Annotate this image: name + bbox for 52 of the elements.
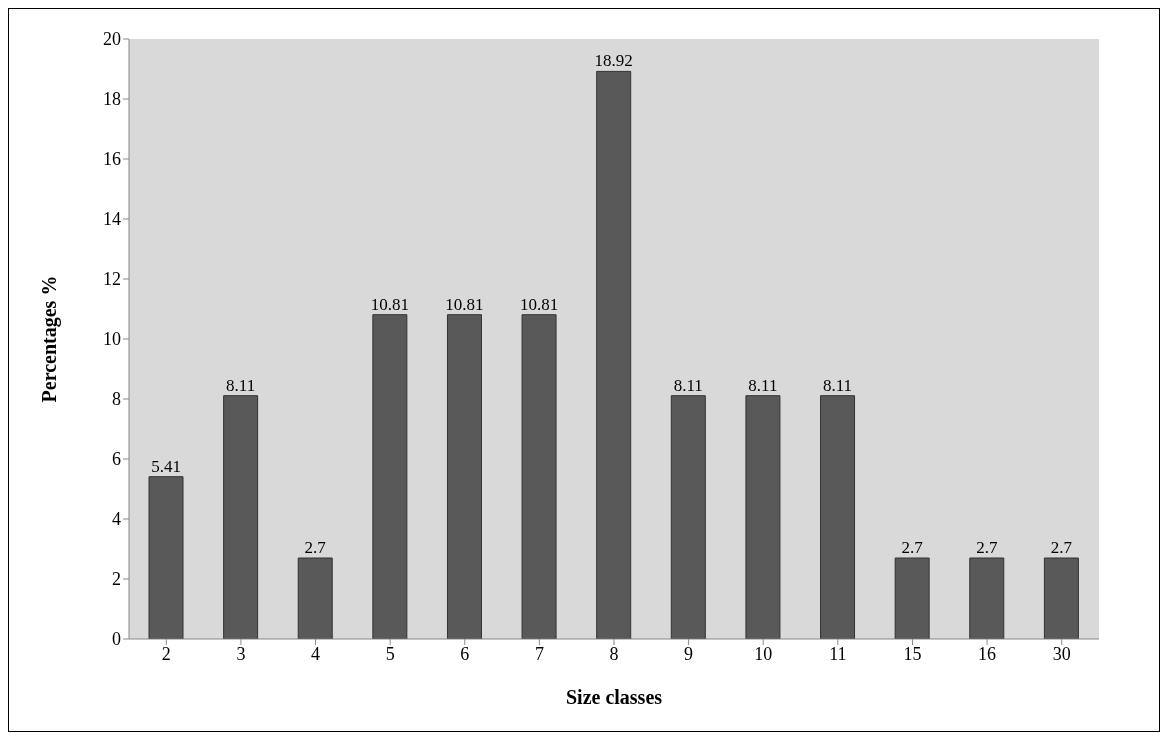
bar xyxy=(969,557,1005,639)
y-tick-label: 6 xyxy=(112,449,121,470)
x-tick-label: 9 xyxy=(684,643,694,664)
bar xyxy=(670,395,706,639)
data-label: 8.11 xyxy=(226,375,256,395)
x-tick-label: 7 xyxy=(534,643,544,664)
y-tick-label: 0 xyxy=(112,629,121,650)
x-tick-label: 8 xyxy=(609,643,619,664)
x-axis-title: Size classes xyxy=(565,686,663,708)
data-label: 2.7 xyxy=(304,538,327,557)
data-label: 10.81 xyxy=(370,294,409,314)
data-label: 2.7 xyxy=(901,538,924,557)
bar xyxy=(372,314,408,639)
bar xyxy=(521,314,557,639)
bar xyxy=(894,557,930,639)
bar xyxy=(297,557,333,639)
x-tick-label: 5 xyxy=(385,643,395,664)
data-label: 18.92 xyxy=(594,51,633,71)
bar xyxy=(148,476,184,639)
data-label: 8.11 xyxy=(822,375,853,395)
bar xyxy=(446,314,482,639)
y-tick-label: 12 xyxy=(103,269,121,290)
x-tick-label: 2 xyxy=(161,643,171,664)
x-tick-label: 30 xyxy=(1052,643,1071,664)
x-tick-label: 16 xyxy=(978,643,997,664)
data-label: 8.11 xyxy=(673,375,703,395)
y-tick-label: 14 xyxy=(103,209,121,230)
bar xyxy=(820,395,856,639)
y-tick-label: 2 xyxy=(112,569,121,590)
y-tick-label: 20 xyxy=(103,29,121,50)
y-tick-label: 4 xyxy=(112,509,121,530)
x-tick-label: 15 xyxy=(903,643,922,664)
data-label: 2.7 xyxy=(1050,538,1073,557)
x-tick-label: 4 xyxy=(311,643,321,664)
bar xyxy=(745,395,781,639)
bar xyxy=(596,70,632,639)
x-tick-label: 11 xyxy=(829,643,847,664)
bar xyxy=(223,395,259,639)
y-tick-label: 10 xyxy=(103,329,121,350)
data-label: 8.11 xyxy=(748,375,778,395)
y-tick-label: 18 xyxy=(103,89,121,110)
data-label: 2.7 xyxy=(976,538,998,557)
x-tick-label: 3 xyxy=(236,643,246,664)
data-label: 5.41 xyxy=(151,456,181,476)
x-tick-label: 10 xyxy=(754,643,773,664)
x-tick-label: 6 xyxy=(460,643,470,664)
data-label: 10.81 xyxy=(519,294,559,314)
y-tick-label: 16 xyxy=(103,149,121,170)
y-tick-label: 8 xyxy=(112,389,121,410)
bar xyxy=(1043,557,1079,639)
data-label: 10.81 xyxy=(445,294,484,314)
y-axis-title: Percentages % xyxy=(38,275,62,403)
